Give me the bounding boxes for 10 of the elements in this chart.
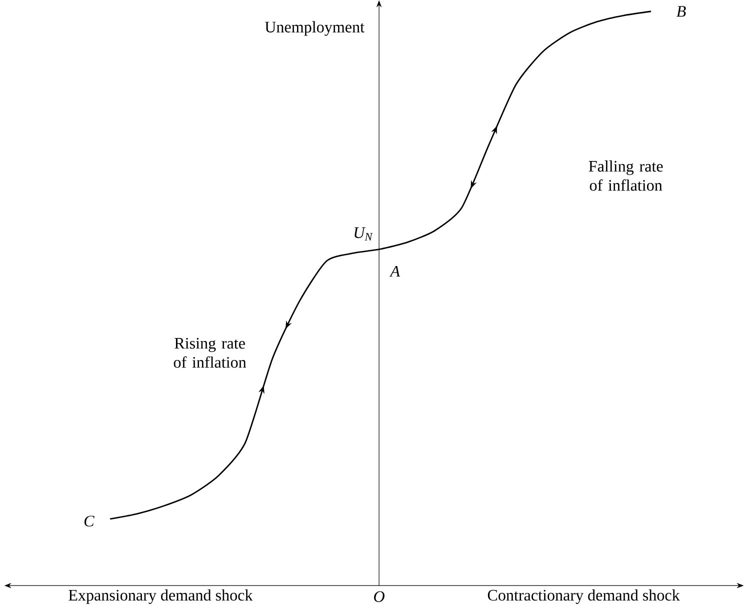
annotation: Rising rate of inflation xyxy=(174,338,246,368)
text: Contractionary demand shock xyxy=(488,589,680,604)
text: C xyxy=(84,516,94,526)
y-axis-title: Unemployment xyxy=(264,21,364,36)
annotation: U$_{N}$ xyxy=(354,227,373,240)
text: O xyxy=(374,591,384,602)
annotation: A xyxy=(389,266,400,276)
annotation: Falling rate of inflation xyxy=(588,160,663,191)
text: B xyxy=(676,6,686,17)
text: Expansionary demand shock xyxy=(68,589,253,604)
